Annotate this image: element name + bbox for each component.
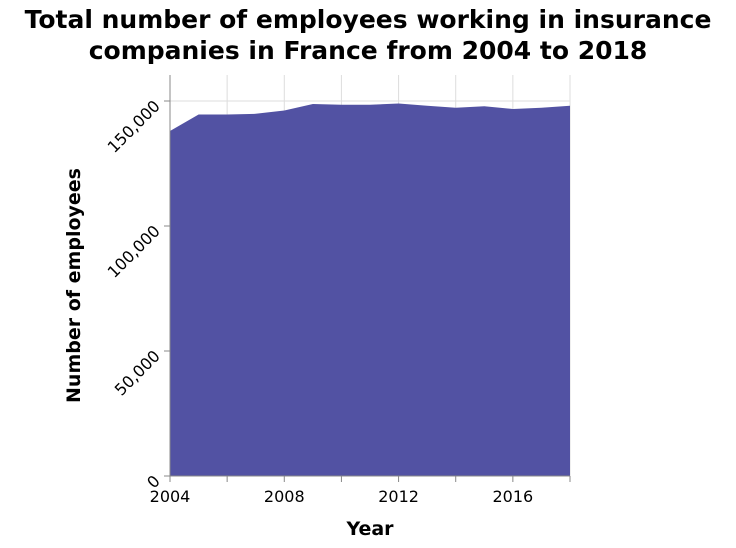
- x-tick-label-6: 2016: [492, 487, 533, 506]
- y-axis-title: Number of employees: [63, 168, 85, 403]
- chart-title: Total number of employees working in ins…: [0, 4, 736, 66]
- y-tick-label-2: 100,000: [104, 221, 164, 281]
- y-tick-label-3: 150,000: [104, 96, 164, 156]
- area-series: [170, 103, 570, 476]
- y-tick-label-1: 50,000: [111, 346, 164, 399]
- x-tick-label-4: 2012: [378, 487, 419, 506]
- x-tick-label-2: 2008: [264, 487, 305, 506]
- chart-title-line-1: Total number of employees working in ins…: [24, 5, 712, 34]
- x-axis-title: Year: [345, 518, 394, 540]
- x-tick-label-0: 2004: [150, 487, 191, 506]
- chart-title-line-2: companies in France from 2004 to 2018: [88, 36, 648, 65]
